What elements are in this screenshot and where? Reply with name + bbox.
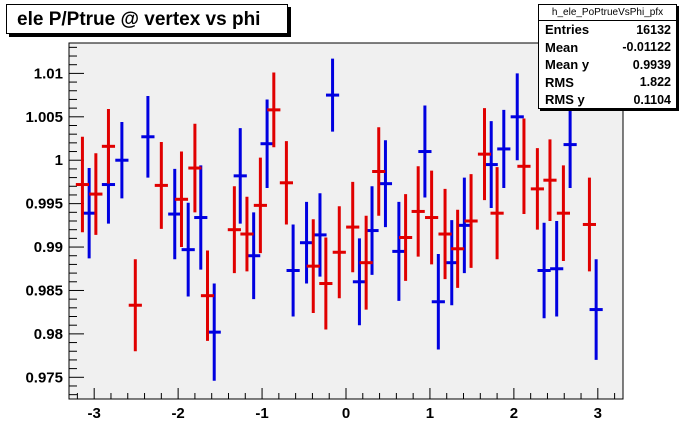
data-point — [260, 99, 274, 189]
data-point — [200, 250, 215, 341]
y-tick-label: 0.98 — [34, 326, 63, 343]
data-point — [181, 202, 195, 297]
data-point — [399, 194, 413, 281]
data-point — [425, 170, 439, 265]
x-tick-label: -2 — [171, 405, 184, 422]
data-point — [563, 101, 577, 189]
axes: -3 -2 -1 0 1 2 3 0.975 0.98 0.985 0.99 0.995 1 1.005 1… — [25, 46, 616, 422]
stats-label: RMS y — [545, 92, 585, 108]
y-tick-label: 0.99 — [34, 239, 63, 256]
x-tick-label: -3 — [88, 405, 101, 422]
data-point — [75, 136, 90, 233]
data-point — [418, 105, 432, 198]
data-point — [556, 165, 570, 261]
x-tick-label: 3 — [594, 405, 602, 422]
data-point — [233, 128, 247, 224]
data-point — [299, 201, 314, 284]
data-point — [174, 151, 189, 248]
data-point — [332, 206, 346, 299]
data-point — [279, 141, 293, 225]
x-tick-label: 1 — [426, 405, 434, 422]
data-point — [517, 118, 531, 215]
stats-value: -0.01122 — [622, 40, 671, 55]
stats-value: 0.9939 — [632, 57, 671, 72]
data-point — [550, 221, 564, 317]
data-point — [464, 174, 478, 268]
stats-row-entries: Entries 16132 — [539, 21, 676, 39]
stats-row-mean: Mean -0.01122 — [539, 39, 676, 57]
data-point — [286, 224, 300, 317]
data-point — [372, 127, 386, 216]
data-point — [267, 72, 281, 148]
data-point — [306, 219, 320, 314]
data-point — [530, 148, 544, 230]
data-point — [194, 165, 208, 270]
data-point — [510, 73, 524, 161]
stats-row-rms: RMS 1.822 — [539, 74, 676, 92]
data-point — [247, 212, 261, 300]
data-series — [75, 58, 603, 381]
data-point — [438, 188, 452, 280]
y-tick-label: 0.995 — [25, 196, 63, 213]
stats-label: Mean y — [545, 57, 590, 73]
y-tick-label: 0.975 — [25, 369, 63, 386]
x-tick-label: 2 — [510, 405, 518, 422]
data-point — [378, 140, 393, 228]
stats-box: h_ele_PoPtrueVsPhi_pfx Entries 16132 Mea… — [538, 4, 677, 109]
y-tick-label: 1 — [55, 152, 63, 169]
stats-histogram-name: h_ele_PoPtrueVsPhi_pfx — [539, 5, 676, 21]
data-point — [477, 108, 492, 201]
data-point — [346, 181, 360, 273]
y-tick-label: 1.005 — [25, 109, 63, 126]
data-point — [484, 121, 498, 208]
data-point — [582, 177, 597, 272]
series-blue — [82, 58, 603, 381]
data-point — [89, 153, 103, 235]
data-point — [319, 237, 333, 330]
data-point — [411, 166, 425, 257]
stats-label: RMS — [545, 74, 574, 90]
stats-value: 0.1104 — [633, 92, 671, 107]
data-point — [188, 123, 202, 213]
data-point — [451, 209, 465, 288]
stats-value: 16132 — [636, 22, 671, 37]
data-point — [431, 253, 445, 350]
y-tick-label: 0.985 — [25, 282, 63, 299]
stats-label: Mean — [545, 39, 579, 55]
data-point — [240, 196, 254, 272]
series-red — [75, 72, 597, 352]
data-point — [313, 193, 327, 277]
x-tick-label: -1 — [255, 405, 268, 422]
data-point — [101, 108, 116, 184]
x-tick-label: 0 — [342, 405, 350, 422]
data-point — [359, 215, 373, 310]
data-point — [497, 109, 511, 189]
data-point — [115, 122, 129, 199]
data-point — [352, 238, 367, 326]
data-point — [457, 177, 471, 274]
y-tick-label: 1.01 — [34, 65, 63, 82]
data-point — [543, 139, 557, 221]
chart-title: ele P/Ptrue @ vertex vs phi — [6, 4, 288, 34]
stats-row-mean-y: Mean y 0.9939 — [539, 56, 676, 74]
stats-row-rms-y: RMS y 0.1104 — [539, 91, 676, 109]
data-point — [392, 201, 406, 301]
data-point — [207, 283, 221, 381]
data-point — [128, 259, 142, 352]
data-point — [154, 141, 168, 229]
stats-label: Entries — [545, 22, 590, 38]
data-point — [141, 95, 155, 178]
data-point — [589, 259, 603, 360]
data-point — [325, 58, 340, 132]
data-point — [82, 168, 96, 259]
data-point — [253, 157, 267, 254]
data-point — [227, 186, 241, 274]
data-point — [537, 222, 551, 319]
stats-value: 1.822 — [639, 75, 671, 90]
data-point — [490, 167, 504, 260]
data-point — [168, 168, 182, 260]
